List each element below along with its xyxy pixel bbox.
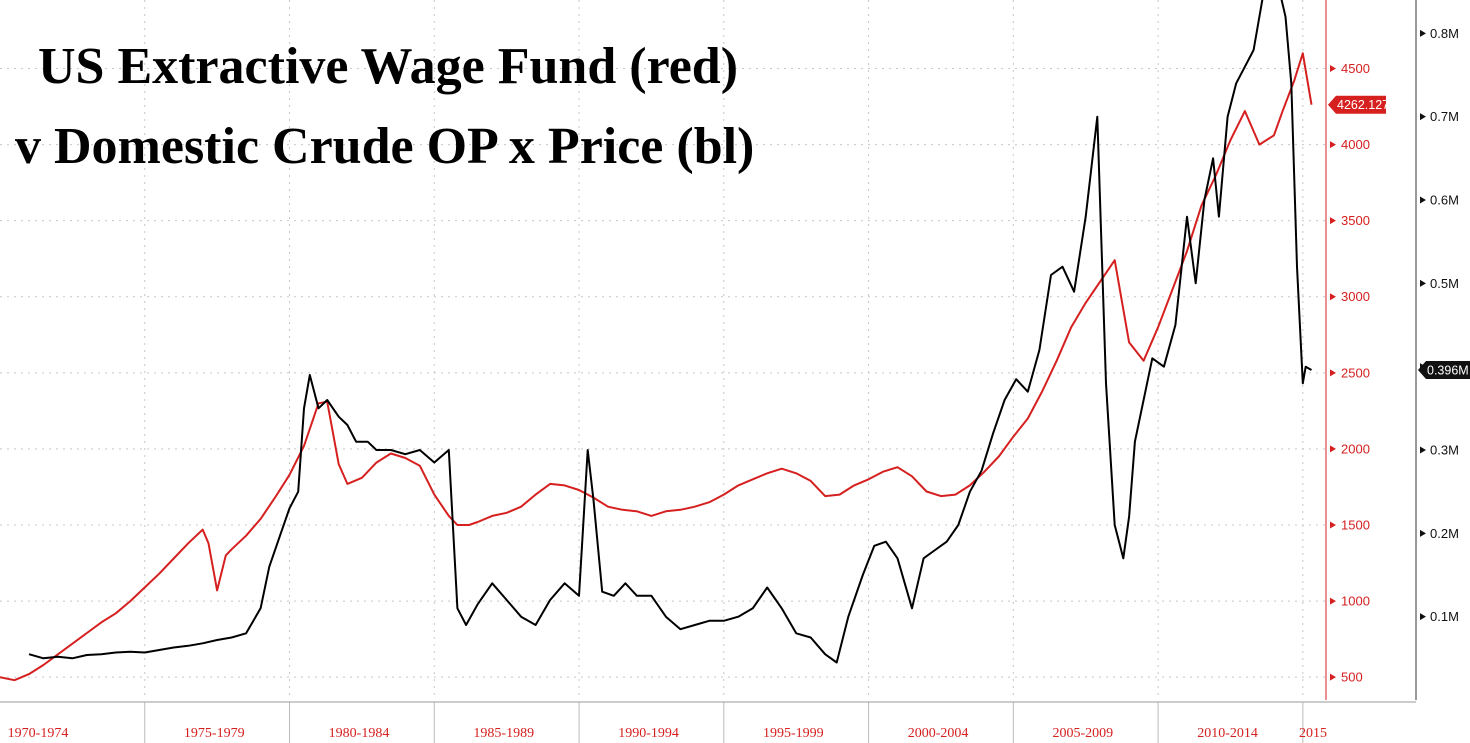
- right-tick-marker: [1420, 29, 1426, 37]
- left-tick-label: 1000: [1341, 594, 1370, 609]
- right-tick-label: 0.8M: [1430, 26, 1459, 41]
- red-last-value-label: 4262.1279: [1337, 98, 1396, 112]
- left-tick-label: 3000: [1341, 289, 1370, 304]
- left-tick-marker: [1330, 141, 1336, 149]
- x-tick-label: 1975-1979: [184, 726, 245, 741]
- red-last-value-badge: [1328, 95, 1386, 114]
- left-tick-label: 3500: [1341, 213, 1370, 228]
- last-value-badges: 4262.1279 0.396M: [1328, 95, 1470, 379]
- left-tick-marker: [1330, 673, 1336, 681]
- left-tick-label: 2500: [1341, 365, 1370, 380]
- black-last-value-label: 0.396M: [1427, 364, 1469, 378]
- right-tick-label: 0.2M: [1430, 526, 1459, 541]
- right-tick-marker: [1420, 529, 1426, 537]
- left-tick-marker: [1330, 293, 1336, 301]
- chart-title-line-1: US Extractive Wage Fund (red): [38, 38, 738, 95]
- right-tick-label: 0.7M: [1430, 109, 1459, 124]
- x-axis-ticks: 1970-1974 1975-1979 1980-1984 1985-1989 1990…: [8, 726, 1327, 741]
- left-tick-label: 1500: [1341, 518, 1370, 533]
- right-tick-label: 0.3M: [1430, 443, 1459, 458]
- x-tick-label: 2010-2014: [1197, 726, 1258, 741]
- x-tick-label: 1980-1984: [329, 726, 390, 741]
- series-layer: [0, 0, 1313, 682]
- right-tick-marker: [1420, 279, 1426, 287]
- left-tick-marker: [1330, 521, 1336, 529]
- left-axis-ticks: 500 1000 1500 2000 2500 3000 3500 4000 4500: [1330, 61, 1370, 685]
- chart-title-line-2: v Domestic Crude OP x Price (bl): [15, 118, 754, 175]
- right-tick-label: 0.1M: [1430, 609, 1459, 624]
- right-tick-label: 0.6M: [1430, 193, 1459, 208]
- x-tick-label: 1995-1999: [763, 726, 824, 741]
- x-tick-label: 2005-2009: [1052, 726, 1113, 741]
- right-axis-ticks: 0.1M0.2M0.3M0.4M0.5M0.6M0.7M0.8M: [1420, 26, 1459, 624]
- series-line-black: [28, 0, 1312, 664]
- left-tick-label: 4500: [1341, 61, 1370, 76]
- series-line-red: [0, 52, 1313, 682]
- x-tick-label: 2000-2004: [908, 726, 969, 741]
- x-tick-label: 1985-1989: [473, 726, 534, 741]
- left-tick-label: 2000: [1341, 441, 1370, 456]
- left-tick-marker: [1330, 217, 1336, 225]
- x-tick-label: 2015: [1299, 726, 1327, 741]
- left-tick-label: 4000: [1341, 137, 1370, 152]
- right-tick-marker: [1420, 446, 1426, 454]
- x-tick-label: 1990-1994: [618, 726, 679, 741]
- right-tick-marker: [1420, 113, 1426, 121]
- grid-lines: [0, 0, 1326, 743]
- x-tick-label: 1970-1974: [8, 726, 69, 741]
- left-tick-marker: [1330, 445, 1336, 453]
- left-tick-marker: [1330, 597, 1336, 605]
- left-tick-label: 500: [1341, 670, 1363, 685]
- right-tick-marker: [1420, 196, 1426, 204]
- right-tick-label: 0.5M: [1430, 276, 1459, 291]
- left-tick-marker: [1330, 64, 1336, 72]
- right-tick-marker: [1420, 613, 1426, 621]
- black-last-value-badge: [1418, 361, 1470, 379]
- left-tick-marker: [1330, 369, 1336, 377]
